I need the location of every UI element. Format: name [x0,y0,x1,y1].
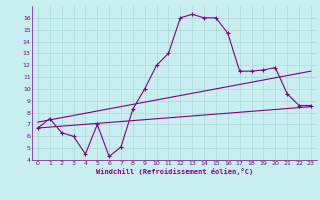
X-axis label: Windchill (Refroidissement éolien,°C): Windchill (Refroidissement éolien,°C) [96,168,253,175]
